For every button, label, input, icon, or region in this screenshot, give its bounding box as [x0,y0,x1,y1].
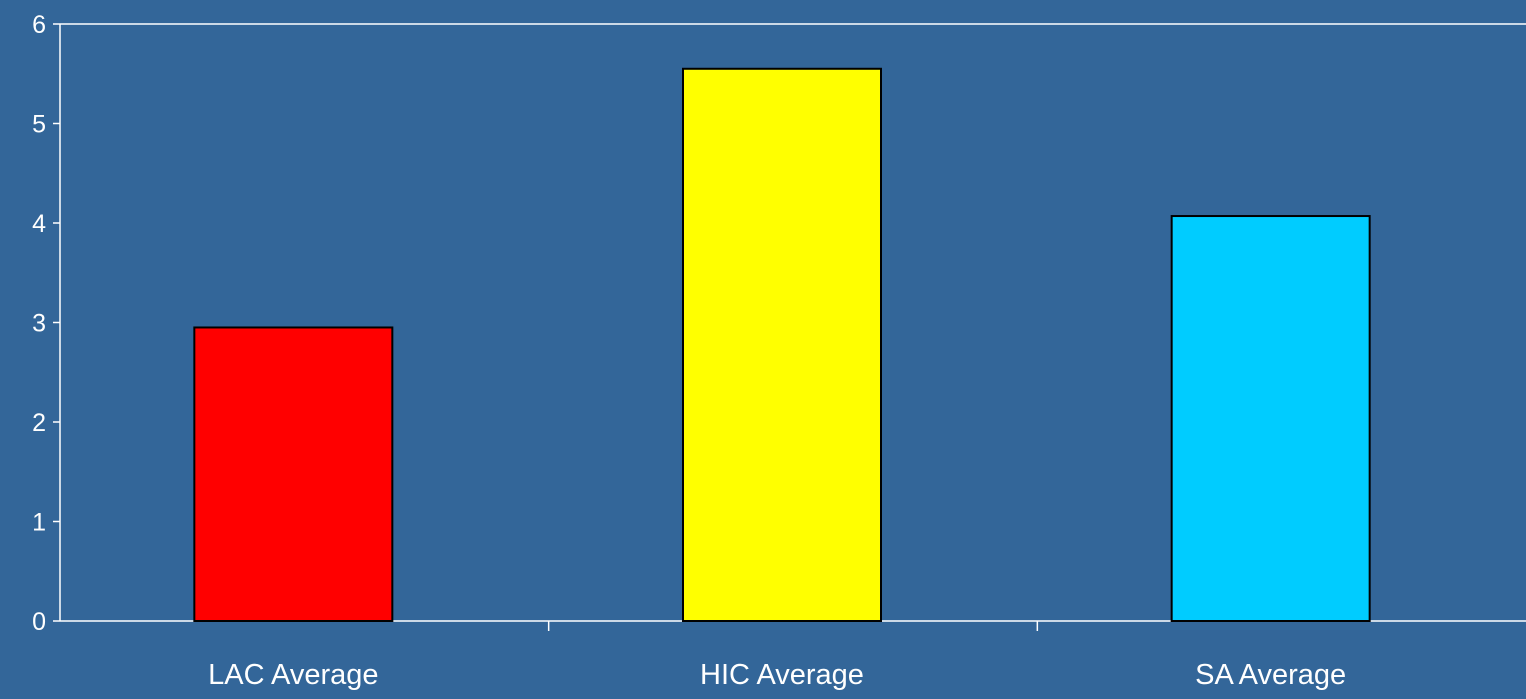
bar-lac-average [193,326,394,622]
y-tick-label: 5 [32,111,46,139]
x-tick-label: LAC Average [208,659,378,691]
x-axis-ticks: LAC Average HIC Average SA Average [208,621,1346,691]
bar-hic-average [682,67,882,622]
y-tick-label: 3 [32,310,46,338]
x-tick-label: SA Average [1195,659,1346,691]
bar-sa-average [1170,215,1371,622]
y-tick-label: 1 [32,509,46,537]
y-tick-label: 0 [32,608,46,636]
y-tick-label: 6 [32,11,46,39]
y-tick-label: 4 [32,210,46,238]
x-tick-label: HIC Average [700,659,864,691]
y-axis-ticks: 0 1 2 3 4 5 6 [32,11,60,636]
y-tick-label: 2 [32,409,46,437]
bars [193,67,1371,622]
